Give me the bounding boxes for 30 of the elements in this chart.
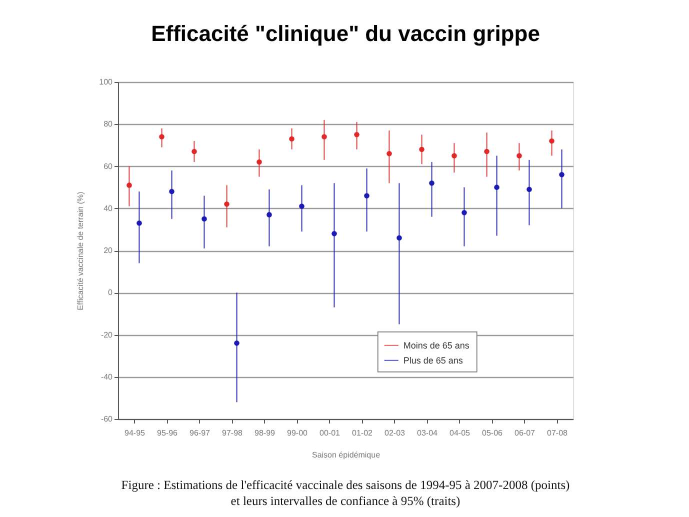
x-tick-label: 99-00	[287, 428, 308, 438]
x-tick-label: 04-05	[450, 428, 471, 438]
text: Figure : Estimations de l'efficacité vaccinale des saisons de 1994-95 à 2007-2008 (points)	[121, 478, 570, 492]
y-axis-title: Efficacité vaccinale de terrain (%)	[76, 191, 86, 310]
x-tick-label: 97-98	[222, 428, 244, 438]
x-tick-label: 06-07	[514, 428, 536, 438]
text: et leurs intervalles de confiance à 95% (traits)	[230, 494, 460, 508]
x-tick-label: 96-97	[190, 428, 211, 438]
x-tick-label: 07-08	[547, 428, 568, 438]
y-tick-label: 80	[104, 120, 114, 129]
y-tick-label: -60	[100, 414, 114, 424]
x-tick-label: 95-96	[157, 428, 178, 438]
y-tick-label: -40	[100, 372, 114, 382]
y-tick-label: 40	[104, 204, 114, 213]
chart-title: Efficacité "clinique" du vaccin grippe	[151, 21, 540, 46]
y-tick-label: 20	[104, 246, 114, 255]
x-tick-label: 98-99	[254, 428, 276, 438]
x-tick-label: 05-06	[482, 428, 504, 438]
x-tick-label: 00-01	[320, 428, 341, 438]
x-axis-title: Saison épidémique	[312, 450, 381, 460]
y-tick-label: 100	[99, 78, 114, 86]
y-tick-label: -20	[100, 330, 114, 340]
y-tick-label: 0	[108, 288, 114, 298]
legend-label: Moins de 65 ans	[403, 340, 470, 350]
x-tick-label: 03-04	[417, 428, 438, 438]
x-tick-label: 94-95	[124, 428, 146, 438]
x-tick-label: 02-03	[384, 428, 406, 438]
legend-label: Plus de 65 ans	[403, 355, 464, 366]
y-tick-label: 60	[104, 162, 114, 171]
x-tick-label: 01-02	[352, 428, 374, 438]
